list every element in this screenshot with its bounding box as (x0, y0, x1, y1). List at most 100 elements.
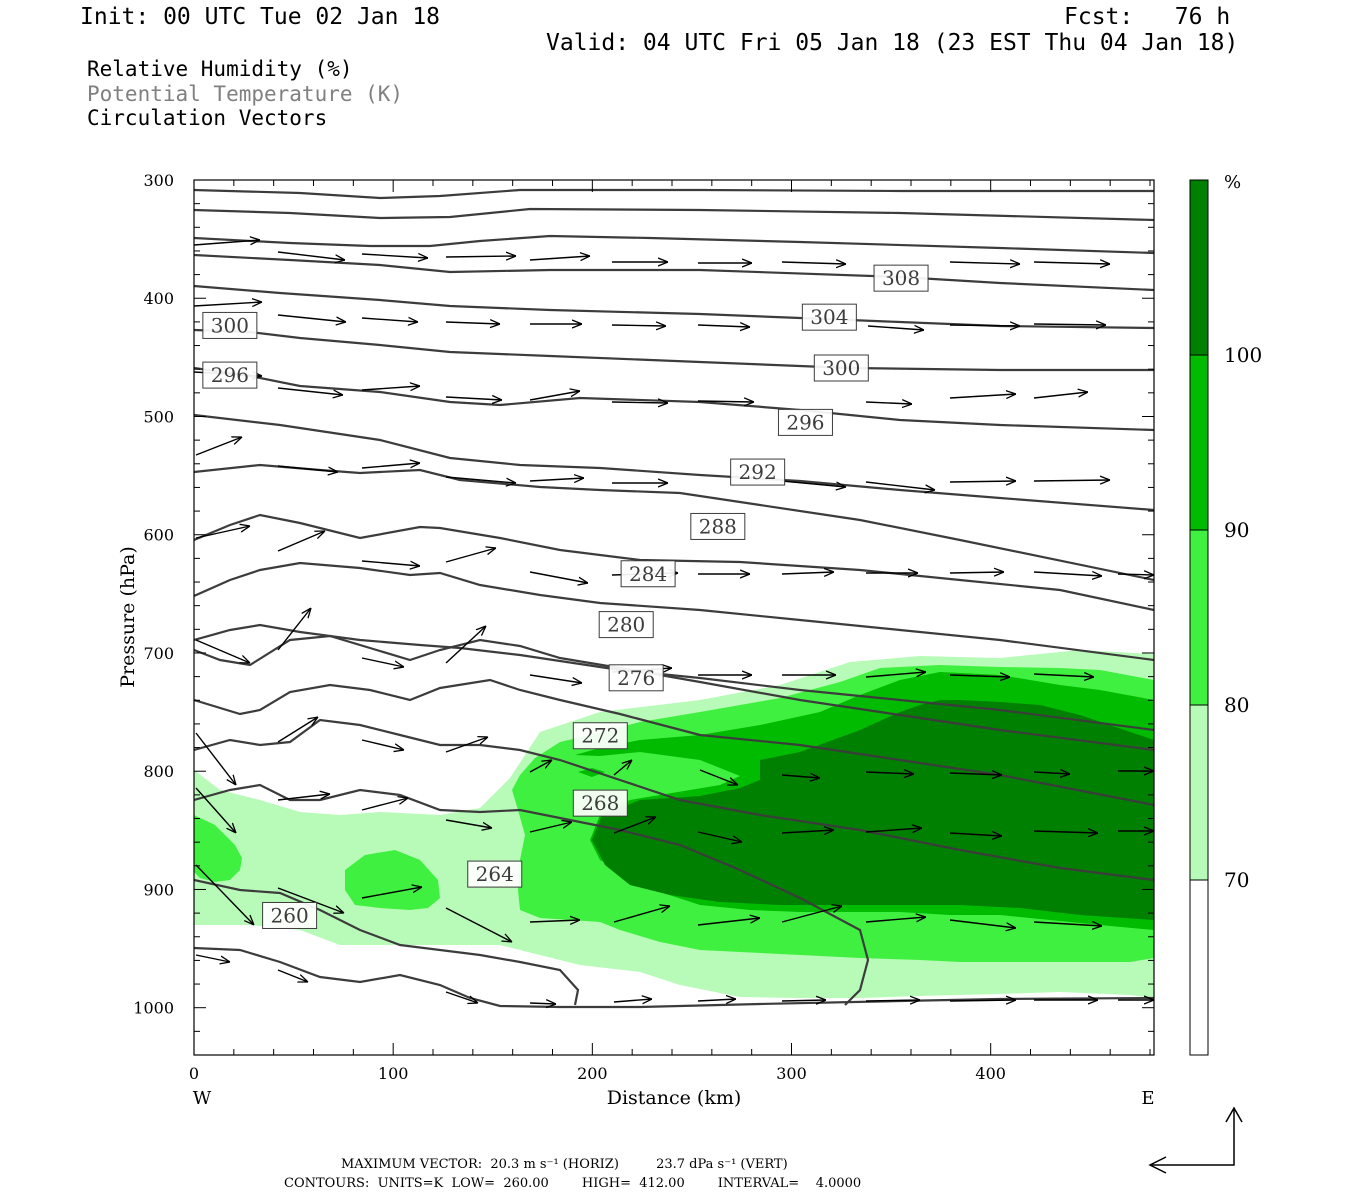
vector (361, 657, 404, 667)
contours-note: CONTOURS: UNITS=K LOW= 260.00 HIGH= 412.… (284, 1176, 862, 1191)
vector (277, 387, 343, 395)
vector (195, 437, 242, 456)
vector (445, 737, 488, 753)
vector (445, 626, 486, 664)
vector (949, 675, 1010, 677)
theta-contour (194, 623, 1154, 732)
theta-label: 264 (467, 860, 523, 888)
vector (949, 833, 1002, 836)
vector (445, 322, 500, 324)
vector (699, 769, 738, 785)
colorbar-frame (1189, 179, 1209, 1056)
theta-contour (194, 284, 1154, 330)
vector (613, 999, 652, 1002)
svg-text:264: 264 (476, 862, 514, 886)
colorbar-label: 100 (1224, 343, 1262, 367)
x-tick-label: 0 (189, 1064, 199, 1083)
vector (361, 560, 420, 566)
vector (1033, 262, 1110, 264)
vector (865, 828, 922, 832)
vector (1033, 392, 1088, 399)
vector (697, 831, 742, 842)
colorbar-70-80 (1190, 705, 1208, 880)
vector (277, 251, 345, 260)
x-axis-label: Distance (km) (607, 1087, 742, 1109)
vector (1033, 324, 1106, 325)
vector (529, 760, 552, 773)
x-tick-labels: 0 100 200 300 400 (189, 1064, 1006, 1083)
theta-label: 272 (572, 722, 628, 750)
colorbar-90-100 (1190, 355, 1208, 530)
vector (611, 402, 668, 403)
theta-contour (194, 234, 1154, 255)
vector (1117, 574, 1154, 575)
vector (361, 254, 428, 258)
vector (697, 325, 750, 327)
y-tick-label: 300 (143, 171, 174, 190)
vector (613, 906, 670, 923)
svg-text:296: 296 (211, 363, 249, 387)
vector (865, 1000, 920, 1001)
svg-text:296: 296 (786, 410, 824, 434)
vector (195, 787, 236, 833)
vector (445, 256, 516, 257)
plot-frame (193, 179, 1155, 1056)
theta-contour (194, 718, 1154, 882)
field-theta: Potential Temperature (K) (87, 82, 404, 106)
colorbar-label: 90 (1224, 518, 1249, 542)
vector (529, 674, 582, 683)
x-tick-label: 400 (975, 1064, 1006, 1083)
svg-text:280: 280 (607, 613, 645, 637)
vector (781, 775, 820, 778)
theta-contour (194, 561, 1154, 662)
y-axis-label: Pressure (hPa) (117, 546, 139, 688)
reference-vector-icon (1148, 1106, 1243, 1174)
rh-shading (194, 650, 1154, 998)
field-vectors: Circulation Vectors (87, 106, 328, 130)
svg-text:268: 268 (581, 791, 619, 815)
vector (613, 760, 632, 776)
colorbar-below-70 (1190, 880, 1208, 1055)
rh-80-region (345, 850, 440, 910)
vector (529, 1003, 556, 1004)
colorbar: % 100 90 80 70 (1189, 172, 1262, 1056)
vector (277, 717, 318, 743)
vector (195, 954, 230, 962)
vector (445, 548, 496, 563)
y-tick-label: 900 (143, 880, 174, 899)
vector (277, 887, 344, 913)
rh-100-region (592, 700, 1154, 920)
init-time: Init: 00 UTC Tue 02 Jan 18 (80, 4, 441, 30)
vector (1033, 831, 1098, 833)
y-tick-label: 800 (143, 762, 174, 781)
vector (529, 822, 572, 833)
vector (529, 391, 580, 401)
vector (781, 572, 834, 574)
rh-80-region (194, 815, 242, 882)
vector (361, 318, 418, 322)
svg-text:260: 260 (271, 903, 309, 927)
x-tick-label: 200 (577, 1064, 608, 1083)
vector (195, 639, 250, 663)
y-tick-label: 1000 (133, 999, 174, 1018)
vector (949, 919, 1016, 928)
vector (781, 262, 846, 264)
x-end-left: W (193, 1088, 212, 1109)
svg-text:300: 300 (822, 356, 860, 380)
theta-label: 300 (202, 311, 258, 339)
vector (445, 476, 516, 483)
vector (1033, 772, 1070, 774)
vector (194, 302, 262, 306)
vector (445, 397, 502, 400)
y-tick-label: 600 (143, 526, 174, 545)
valid-time: Valid: 04 UTC Fri 05 Jan 18 (23 EST Thu … (546, 30, 1239, 56)
theta-label: 292 (730, 458, 786, 486)
vector (1033, 674, 1094, 677)
theta-contour (194, 253, 1154, 292)
vector (781, 480, 846, 487)
theta-label: 296 (777, 408, 833, 436)
vector (949, 1000, 1016, 1001)
field-rh: Relative Humidity (%) (87, 57, 353, 81)
theta-label: 296 (202, 361, 258, 389)
